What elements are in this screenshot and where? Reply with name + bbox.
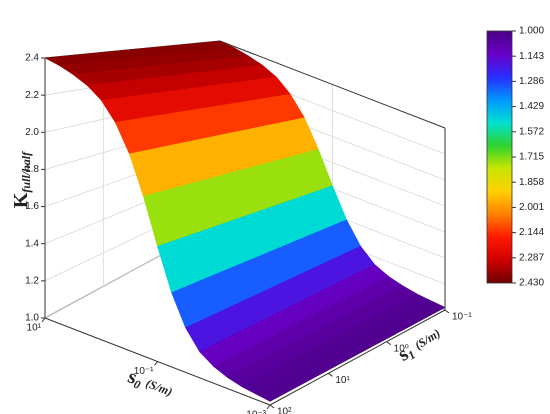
box-edge — [219, 40, 446, 129]
z-tick-label: 1.0 — [25, 313, 39, 324]
colorbar-tick-label: 1.715 — [519, 152, 544, 163]
colorbar-tick-label: 1.858 — [519, 177, 544, 188]
y-tick-label: 10⁰ — [394, 343, 409, 354]
x-tick-label: 10⁻³ — [246, 410, 266, 414]
x-axis — [44, 317, 271, 406]
x-axis-label-sub: 0 — [132, 376, 143, 391]
y-tick — [328, 372, 333, 377]
z-axis-label: Kfull/half — [10, 151, 33, 208]
colorbar-tick-label: 2.001 — [519, 202, 544, 213]
y-axis — [269, 309, 446, 406]
x-tick-label: 10¹ — [27, 323, 42, 334]
z-axis-label-sub: full/half — [19, 151, 33, 193]
x-tick-label: 10⁻¹ — [134, 366, 154, 377]
surface-strip — [255, 300, 446, 402]
x-tick — [266, 404, 271, 410]
x-axis-label-unit: (S/m) — [144, 376, 175, 399]
z-tick-label: 2.2 — [25, 90, 39, 101]
colorbar-tick-label: 2.430 — [519, 278, 544, 289]
y-tick — [269, 404, 275, 409]
x-tick — [41, 317, 46, 323]
x-tick — [154, 361, 158, 366]
colorbar-tick-label: 1.572 — [519, 126, 544, 137]
z-tick-label: 1.6 — [25, 201, 39, 212]
z-tick-label: 2.0 — [25, 127, 39, 138]
y-tick-label: 10¹ — [335, 375, 350, 386]
y-axis-label-unit: (S/m) — [412, 326, 443, 352]
colorbar-tick-label: 1.429 — [519, 101, 544, 112]
z-tick-label: 2.4 — [25, 53, 39, 64]
colorbar-tick-label: 1.000 — [519, 26, 544, 37]
z-tick-label: 1.4 — [25, 238, 39, 249]
y-tick-label: 10² — [277, 407, 292, 414]
y-tick-label: 10⁻¹ — [452, 312, 472, 323]
z-axis-label-main: K — [10, 192, 32, 208]
colorbar-tick-label: 2.287 — [519, 252, 544, 263]
y-tick — [386, 341, 391, 346]
colorbar — [486, 30, 513, 284]
colorbar-tick-label: 1.143 — [519, 51, 544, 62]
z-tick-label: 1.8 — [25, 164, 39, 175]
z-tick-label: 1.2 — [25, 275, 39, 286]
contour-line — [269, 307, 446, 402]
colorbar-tick-label: 1.286 — [519, 76, 544, 87]
colorbar-tick-label: 2.144 — [519, 227, 544, 238]
y-tick — [444, 309, 450, 314]
